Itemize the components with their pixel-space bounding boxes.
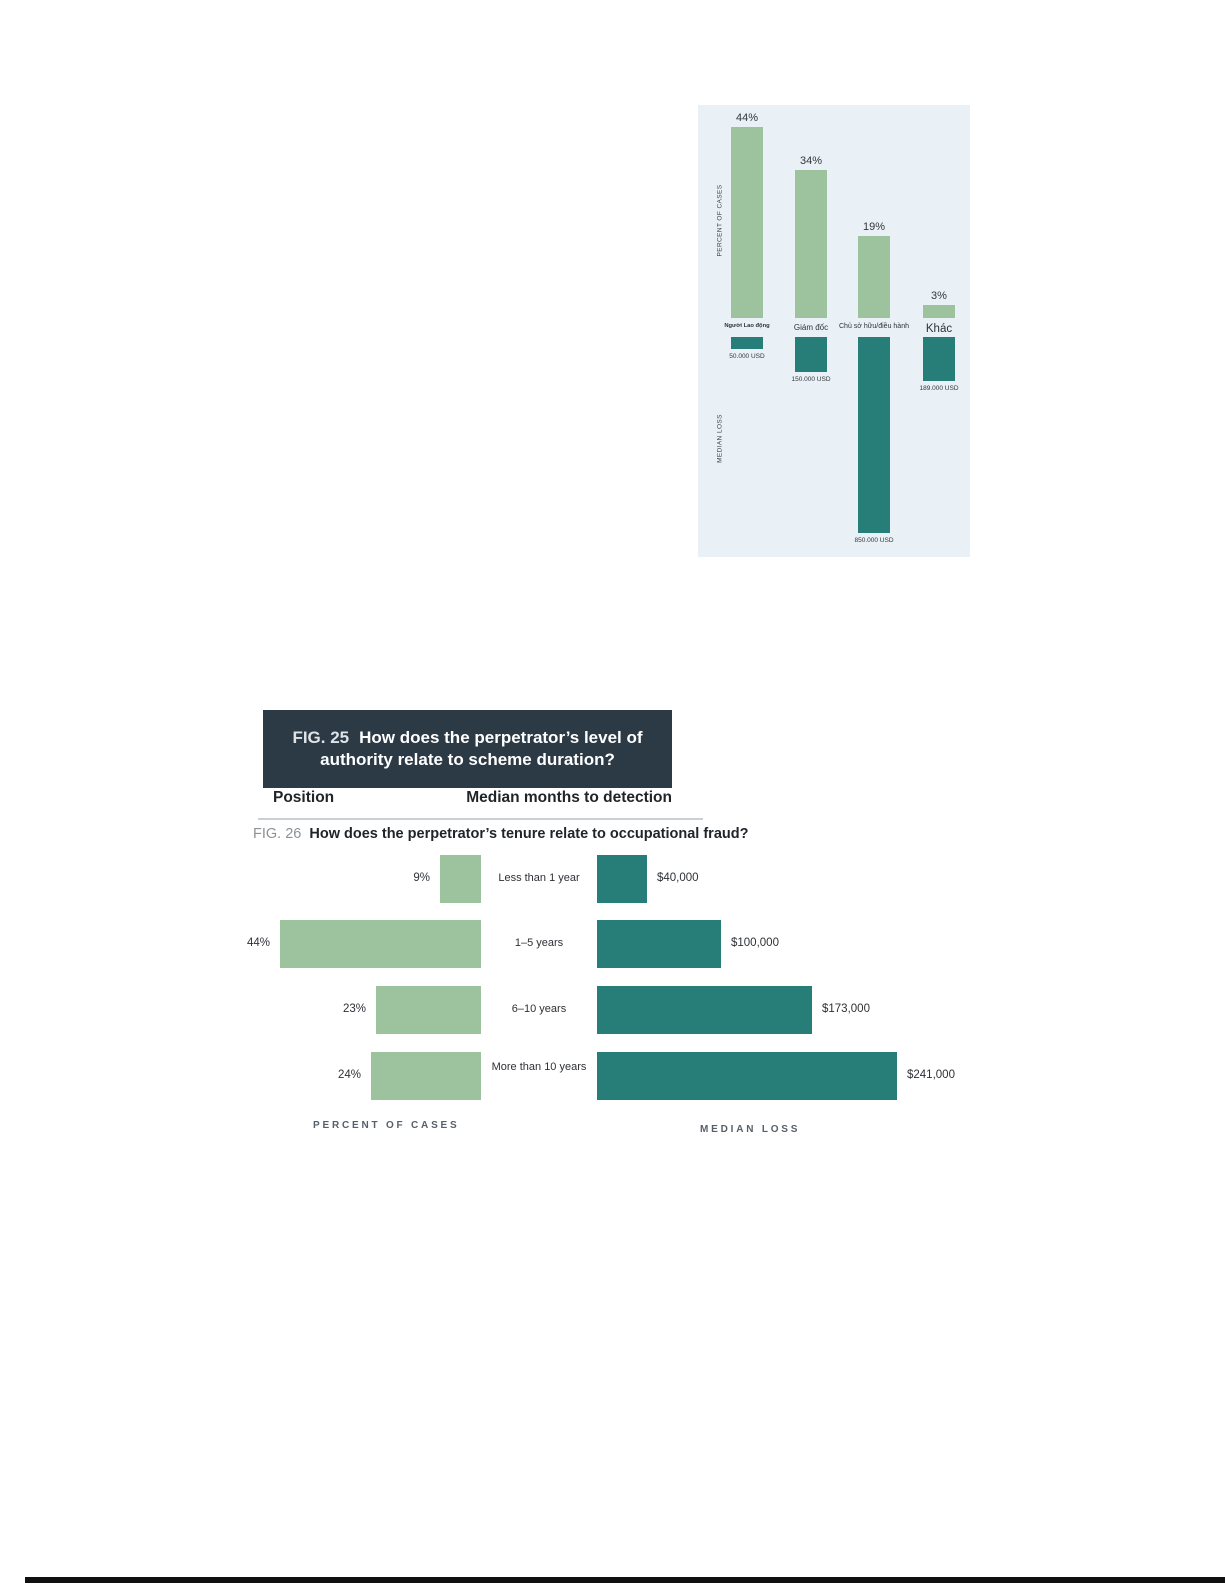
loss-bar-label: 189.000 USD: [919, 385, 959, 392]
loss-bar-label: 50.000 USD: [729, 353, 765, 360]
tenure-percent-bar: [376, 986, 481, 1034]
tenure-percent-bar: [371, 1052, 481, 1100]
fig26-heading: FIG. 26 How does the perpetrator’s tenure…: [253, 826, 748, 842]
tenure-percent-label: 9%: [413, 872, 430, 884]
tenure-loss-label: $241,000: [907, 1069, 955, 1081]
fig25-divider-rule: [258, 818, 703, 820]
tenure-loss-bar: [597, 920, 721, 968]
percent-bar: [858, 236, 890, 318]
loss-bar-label: 850.000 USD: [854, 537, 894, 544]
category-label: Chủ sở hữu/điều hành: [839, 323, 909, 330]
tenure-loss-label: $100,000: [731, 937, 779, 949]
percent-bar: [923, 305, 955, 318]
tenure-loss-label: $173,000: [822, 1003, 870, 1015]
tenure-loss-bar: [597, 855, 647, 903]
loss-bar: [858, 337, 890, 533]
percent-bar: [731, 127, 763, 318]
percent-bar-label: 44%: [735, 112, 759, 124]
tenure-category-label: More than 10 years: [491, 1061, 587, 1073]
authority-chart: PERCENT OF CASES MEDIAN LOSS 44% Người La…: [698, 105, 970, 557]
percent-bar-label: 34%: [799, 155, 823, 167]
category-label: Giám đốc: [793, 323, 829, 332]
fig25-title-line2: authority relate to scheme duration?: [320, 750, 615, 769]
tenure-percent-label: 24%: [337, 1069, 361, 1081]
fig25-title-line1: How does the perpetrator’s level of: [359, 728, 643, 748]
fig25-column-median-months: Median months to detection: [466, 789, 672, 806]
fig25-column-position: Position: [273, 789, 335, 806]
percent-of-cases-axis-label: PERCENT OF CASES: [716, 184, 724, 257]
tenure-loss-label: $40,000: [657, 872, 699, 884]
tenure-loss-bar: [597, 1052, 897, 1100]
percent-bar-label: 3%: [931, 290, 947, 302]
tenure-category-label: Less than 1 year: [498, 872, 580, 884]
tenure-category-label: 1–5 years: [514, 937, 564, 949]
tenure-percent-label: 23%: [342, 1003, 366, 1015]
category-label: Khác: [925, 323, 953, 335]
tenure-percent-bar: [440, 855, 481, 903]
median-loss-caption: MEDIAN LOSS: [700, 1124, 801, 1135]
tenure-percent-bar: [280, 920, 481, 968]
loss-bar: [795, 337, 827, 372]
fig25-title-text: FIG. 25 How does the perpetrator’s level …: [292, 727, 642, 771]
loss-bar: [731, 337, 763, 349]
fig26-label: FIG. 26: [253, 826, 302, 842]
tenure-loss-bar: [597, 986, 812, 1034]
tenure-category-label: 6–10 years: [511, 1003, 567, 1015]
loss-bar-label: 150.000 USD: [791, 376, 831, 383]
loss-bar: [923, 337, 955, 381]
percent-bar: [795, 170, 827, 318]
page-bottom-rule: [25, 1577, 1225, 1583]
tenure-percent-label: 44%: [246, 937, 270, 949]
percent-of-cases-caption: PERCENT OF CASES: [313, 1120, 460, 1131]
percent-bar-label: 19%: [862, 221, 886, 233]
fig25-title-banner: FIG. 25 How does the perpetrator’s level …: [263, 710, 672, 788]
category-label: Người Lao động: [724, 323, 770, 329]
fig25-label: FIG. 25: [292, 728, 350, 748]
median-loss-axis-label: MEDIAN LOSS: [716, 414, 724, 463]
fig26-title: How does the perpetrator’s tenure relate…: [309, 826, 749, 842]
